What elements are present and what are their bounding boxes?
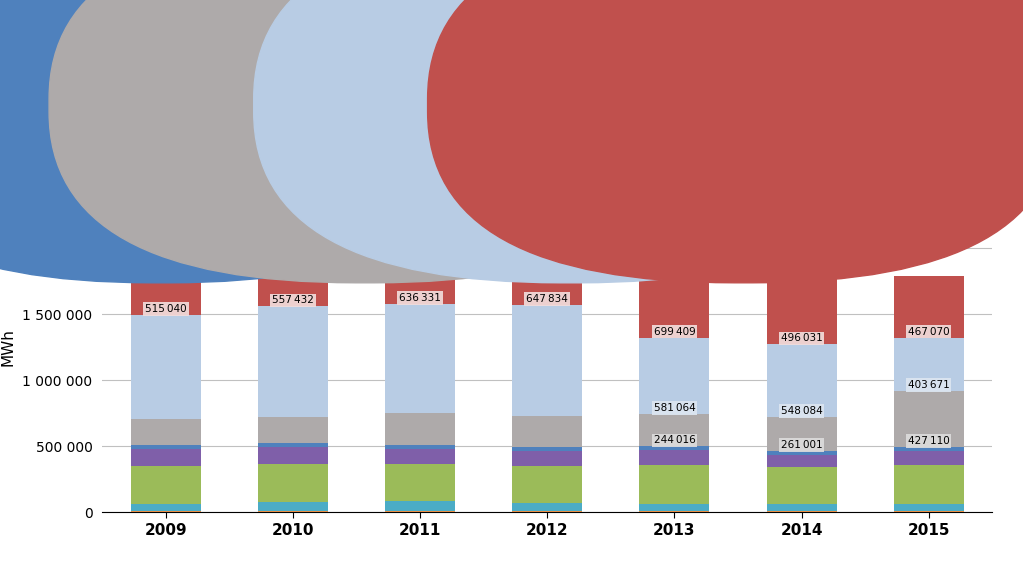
- Bar: [131, 419, 201, 445]
- Bar: [513, 503, 582, 512]
- Text: flerbostadshus: flerbostadshus: [757, 65, 844, 77]
- Bar: [639, 504, 709, 512]
- Bar: [639, 447, 709, 450]
- Text: övriga tjänster: övriga tjänster: [379, 99, 465, 112]
- Bar: [258, 233, 328, 307]
- Bar: [513, 220, 582, 305]
- Bar: [766, 451, 837, 455]
- Bar: [894, 391, 964, 447]
- Bar: [386, 220, 455, 304]
- Bar: [131, 449, 201, 466]
- Text: 244 016: 244 016: [654, 435, 696, 446]
- Text: 557 432: 557 432: [272, 295, 314, 306]
- Bar: [131, 445, 201, 449]
- Bar: [894, 451, 964, 465]
- Bar: [386, 464, 455, 501]
- Text: 647 834: 647 834: [527, 294, 568, 304]
- Text: offentlig verksamhet: offentlig verksamhet: [379, 65, 502, 77]
- Bar: [386, 304, 455, 414]
- Bar: [386, 414, 455, 445]
- Bar: [639, 450, 709, 465]
- Text: 403 671: 403 671: [907, 380, 949, 390]
- Text: Gapanalys energianvändande per förbrukarkategori: Gapanalys energianvändande per förbrukar…: [225, 17, 880, 37]
- Bar: [513, 305, 582, 416]
- Bar: [386, 501, 455, 512]
- Text: 581 064: 581 064: [654, 403, 696, 413]
- Bar: [766, 468, 837, 504]
- Text: transporter: transporter: [757, 99, 825, 112]
- Bar: [639, 414, 709, 447]
- Text: 548 084: 548 084: [781, 406, 822, 416]
- Bar: [766, 417, 837, 451]
- Bar: [258, 464, 328, 502]
- Bar: [894, 504, 964, 512]
- Text: 261 001: 261 001: [781, 440, 822, 450]
- Bar: [894, 337, 964, 391]
- Text: 515 040: 515 040: [145, 304, 186, 314]
- Text: 427 110: 427 110: [907, 436, 949, 446]
- Bar: [131, 466, 201, 504]
- Bar: [131, 247, 201, 315]
- Bar: [513, 416, 582, 447]
- Y-axis label: MWh: MWh: [0, 328, 15, 366]
- Bar: [894, 276, 964, 337]
- Bar: [258, 417, 328, 443]
- Text: småhus: småhus: [583, 65, 629, 77]
- Bar: [894, 465, 964, 504]
- Bar: [258, 447, 328, 464]
- Text: 699 409: 699 409: [654, 327, 696, 336]
- Text: 636 331: 636 331: [399, 293, 441, 303]
- Bar: [639, 245, 709, 337]
- Bar: [639, 465, 709, 504]
- Bar: [513, 451, 582, 466]
- Bar: [766, 279, 837, 344]
- Text: industri, byggverks.: industri, byggverks.: [583, 99, 701, 112]
- Bar: [258, 443, 328, 447]
- Bar: [513, 447, 582, 451]
- Bar: [386, 445, 455, 449]
- Text: 467 070: 467 070: [908, 327, 949, 336]
- Bar: [766, 504, 837, 512]
- Bar: [766, 344, 837, 417]
- Bar: [131, 315, 201, 419]
- Bar: [639, 337, 709, 414]
- Bar: [766, 455, 837, 468]
- Bar: [131, 504, 201, 512]
- Bar: [258, 502, 328, 512]
- Text: fritidshus: fritidshus: [174, 99, 229, 112]
- Bar: [894, 447, 964, 451]
- Bar: [258, 307, 328, 417]
- Bar: [386, 449, 455, 464]
- Bar: [513, 466, 582, 503]
- Text: 496 031: 496 031: [781, 333, 822, 343]
- Text: jordbruk,skogsbruk,fiske: jordbruk,skogsbruk,fiske: [174, 65, 318, 77]
